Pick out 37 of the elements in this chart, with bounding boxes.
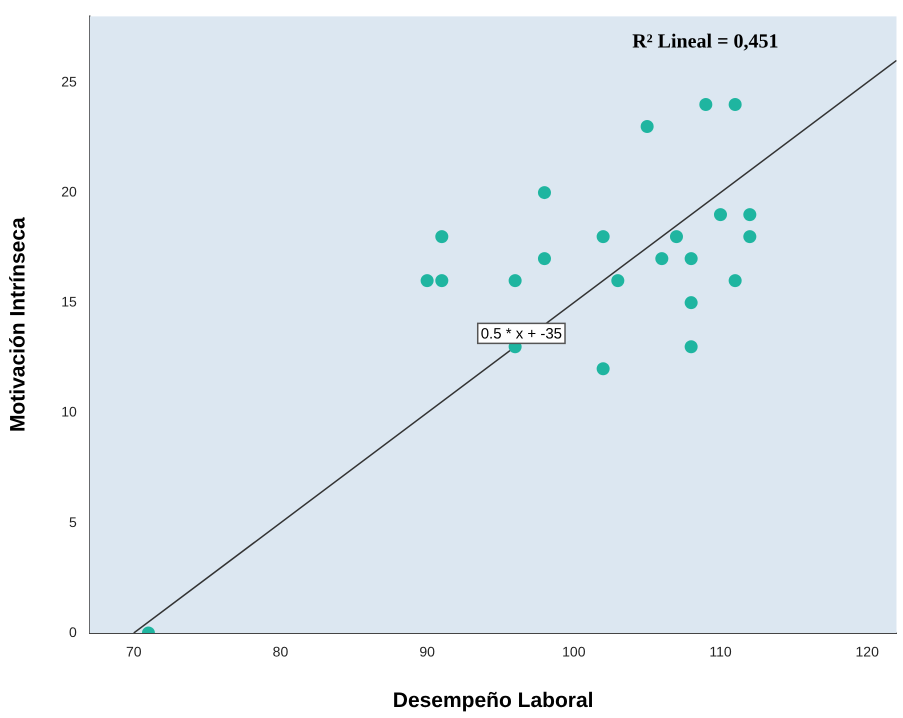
point — [670, 230, 683, 244]
x-tick-label: 90 — [419, 643, 436, 660]
y-tick-label: 10 — [61, 404, 77, 420]
point — [728, 98, 742, 111]
point — [538, 252, 551, 266]
point — [420, 274, 434, 288]
point — [684, 296, 698, 310]
point — [640, 120, 654, 134]
x-axis-title: Desempeño Laboral — [392, 689, 594, 712]
point — [596, 362, 610, 376]
x-tick-label: 100 — [562, 643, 586, 660]
point — [435, 230, 448, 244]
point — [538, 186, 551, 200]
x-tick-label: 80 — [272, 643, 288, 660]
point — [508, 274, 522, 288]
point — [611, 274, 624, 288]
point — [684, 252, 698, 266]
annotation: 0.5 * x + -35 — [480, 325, 562, 342]
point — [743, 230, 756, 244]
point — [435, 274, 448, 288]
point — [714, 208, 727, 222]
y-tick-label: 20 — [61, 183, 77, 200]
x-tick-label: 70 — [126, 643, 142, 660]
point — [684, 340, 698, 354]
x-tick-label: 110 — [709, 643, 732, 660]
point — [655, 252, 668, 266]
point — [743, 208, 756, 222]
y-tick-label: 0 — [68, 624, 77, 640]
y-axis-title: Motivación Intrínseca — [6, 217, 30, 432]
annotation: R² Lineal = 0,451 — [632, 30, 778, 53]
x-tick-label: 120 — [855, 643, 880, 660]
y-tick-label: 15 — [61, 294, 77, 310]
point — [596, 230, 610, 244]
y-tick-label: 5 — [68, 514, 77, 530]
point — [699, 98, 712, 111]
point — [728, 274, 742, 288]
y-tick-label: 25 — [61, 73, 77, 90]
